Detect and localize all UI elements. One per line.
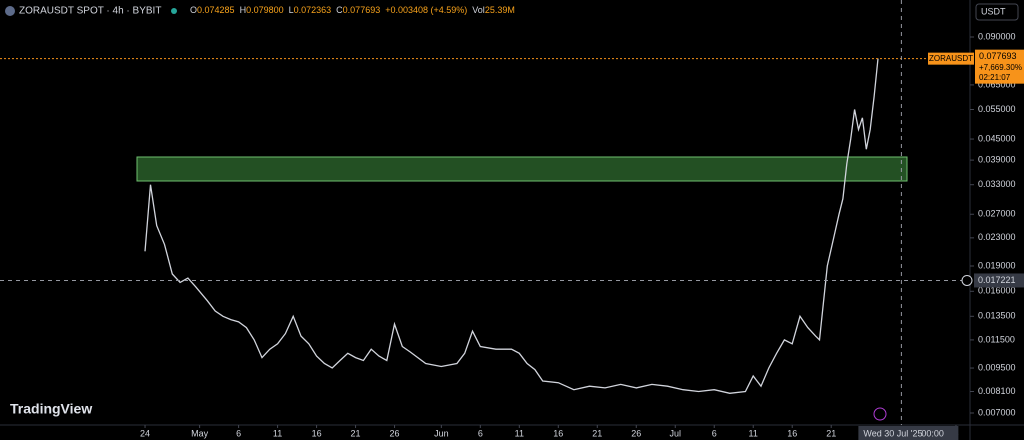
x-tick-label: 24: [140, 428, 150, 438]
change: +0.003408 (+4.59%): [385, 5, 467, 15]
y-tick-label: 0.033000: [978, 179, 1016, 189]
x-tick-label: 11: [273, 428, 282, 438]
price-line: [144, 58, 879, 394]
x-tick-label: 26: [390, 428, 400, 438]
y-tick-label: 0.045000: [978, 133, 1016, 143]
ohlc-label: C: [336, 5, 343, 15]
y-tick-label: 0.055000: [978, 104, 1016, 114]
x-tick-label: 21: [592, 428, 602, 438]
x-tick-label: 16: [787, 428, 797, 438]
x-tick-label: 26: [631, 428, 641, 438]
crosshair-y-box: [974, 273, 1024, 288]
y-tick-label: 0.090000: [978, 31, 1016, 41]
zone-box: [136, 156, 908, 182]
symbol-icon: [5, 6, 15, 16]
symbol: ZORAUSDT SPOT · 4h · BYBIT: [19, 6, 161, 17]
x-tick-label: Jul: [669, 428, 681, 438]
status-dot: [171, 8, 177, 14]
x-tick-label: May: [191, 428, 209, 438]
ohlc-label: O: [190, 5, 197, 15]
y-tick-label: 0.013500: [978, 311, 1016, 321]
currency[interactable]: USDT: [981, 6, 1006, 16]
x-tick-label: 11: [749, 428, 758, 438]
crosshair-x-label: Wed 30 Jul '25: [863, 428, 922, 438]
x-tick-label: 6: [478, 428, 483, 438]
y-tick-label: 0.009500: [978, 362, 1016, 372]
x-tick-label: 21: [826, 428, 836, 438]
y-tick-label: 0.023000: [978, 232, 1016, 242]
event-icon[interactable]: [873, 407, 887, 421]
y-tick-label: 0.016000: [978, 286, 1016, 296]
price-tag-change: +7,669.30%: [979, 63, 1022, 72]
ohlc-label: H: [240, 5, 247, 15]
symbol-tag-label: ZORAUSDT: [929, 54, 973, 63]
ohlc-value: 0.072363: [294, 5, 332, 15]
price-tag-countdown: 02:21:07: [979, 73, 1011, 82]
ohlc-label: L: [289, 5, 294, 15]
x-tick-label: 6: [236, 428, 241, 438]
price-tag: [975, 49, 1024, 84]
volume: 25.39M: [485, 5, 515, 15]
y-tick-label: 0.007000: [978, 407, 1016, 417]
x-tick-label: 16: [312, 428, 322, 438]
x-tick-label: 16: [553, 428, 563, 438]
y-tick-label: 0.019000: [978, 260, 1016, 270]
y-tick-label: 0.065000: [978, 79, 1016, 89]
y-tick-label: 0.027000: [978, 209, 1016, 219]
crosshair-time: 00:00: [921, 428, 944, 438]
x-tick-label: Jun: [434, 428, 449, 438]
crosshair-y-label: 0.017221: [978, 275, 1016, 285]
symbol-tag: [928, 52, 974, 65]
add-alert-button[interactable]: [961, 274, 973, 286]
crosshair-x-box: [858, 426, 959, 440]
ohlc-value: 0.077693: [343, 5, 381, 15]
price-tag-value: 0.077693: [979, 51, 1017, 61]
x-tick-label: 6: [712, 428, 717, 438]
ohlc-value: 0.079800: [246, 5, 284, 15]
ohlc: O0.074285 H0.079800 L0.072363 C0.077693 +0.0…: [190, 5, 515, 15]
volume-label: Vol: [472, 5, 485, 15]
y-tick-label: 0.008100: [978, 386, 1016, 396]
x-tick-label: 21: [351, 428, 361, 438]
y-tick-label: 0.039000: [978, 154, 1016, 164]
x-tick-label: 11: [515, 428, 524, 438]
currency-button[interactable]: [975, 3, 1019, 21]
ohlc-value: 0.074285: [197, 5, 235, 15]
y-tick-label: 0.011500: [978, 334, 1015, 344]
logo: TradingView: [10, 401, 92, 417]
